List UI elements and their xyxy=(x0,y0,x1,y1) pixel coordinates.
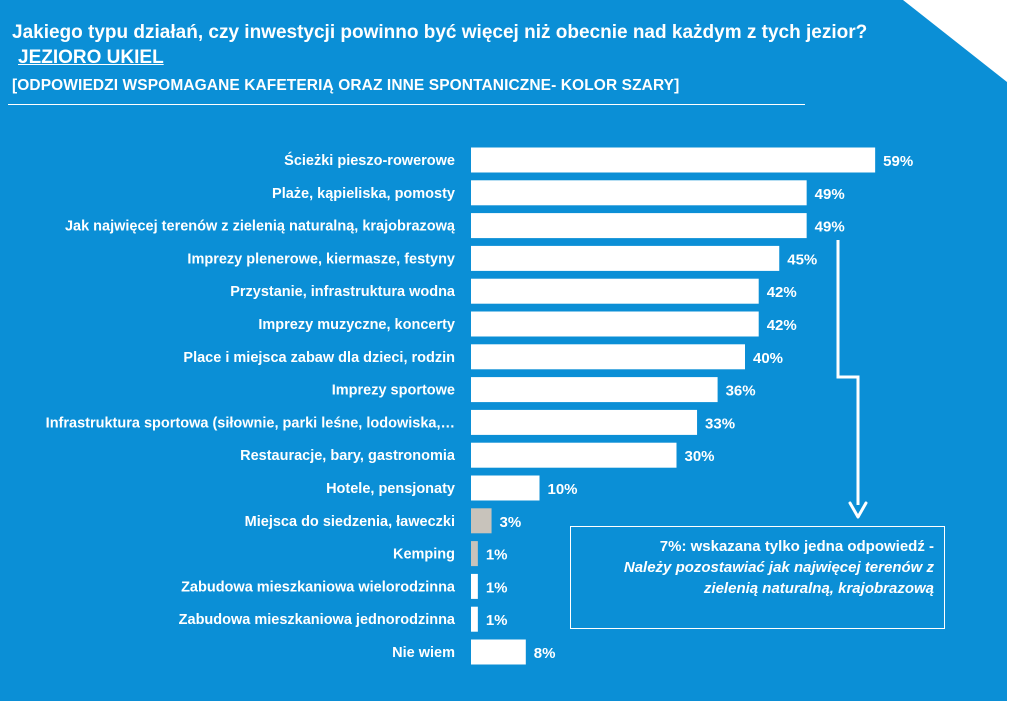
category-label: Plaże, kąpieliska, pomosty xyxy=(272,186,455,202)
category-label: Imprezy muzyczne, koncerty xyxy=(258,317,455,333)
chart-title: Jakiego typu działań, czy inwestycji pow… xyxy=(12,20,882,70)
bar xyxy=(471,508,492,534)
data-label: 45% xyxy=(787,251,817,268)
bar xyxy=(471,573,478,599)
bar xyxy=(471,606,478,632)
data-label: 1% xyxy=(486,612,508,629)
data-label: 49% xyxy=(815,219,845,236)
bar xyxy=(471,278,759,304)
category-label: Nie wiem xyxy=(392,645,455,661)
connector-arrow-head xyxy=(848,501,868,519)
data-label: 49% xyxy=(815,186,845,203)
annotation-line-2: Należy pozostawiać jak najwięcej terenów… xyxy=(623,559,934,597)
data-label: 59% xyxy=(883,153,913,170)
data-label: 42% xyxy=(767,317,797,334)
bar xyxy=(471,442,677,468)
data-label: 36% xyxy=(726,383,756,400)
bar xyxy=(471,409,698,435)
category-label: Zabudowa mieszkaniowa wielorodzinna xyxy=(181,579,456,595)
bar xyxy=(471,311,759,337)
bar xyxy=(471,639,526,665)
data-label: 33% xyxy=(705,415,735,432)
category-label: Przystanie, infrastruktura wodna xyxy=(230,284,456,300)
data-label: 1% xyxy=(486,579,508,596)
bar xyxy=(471,377,718,403)
lake-name: JEZIORO UKIEL xyxy=(18,47,164,68)
category-label: Imprezy sportowe xyxy=(332,383,455,399)
bar xyxy=(471,213,807,239)
bar xyxy=(471,344,745,370)
question-text: Jakiego typu działań, czy inwestycji pow… xyxy=(12,22,868,43)
data-label: 40% xyxy=(753,350,783,367)
category-label: Place i miejsca zabaw dla dzieci, rodzin xyxy=(183,350,455,366)
data-label: 8% xyxy=(534,645,556,662)
category-label: Kemping xyxy=(393,547,455,563)
corner-cutout xyxy=(903,0,1007,82)
bar xyxy=(471,147,876,173)
data-label: 3% xyxy=(500,514,522,531)
data-label: 42% xyxy=(767,284,797,301)
annotation-line-1: 7%: wskazana tylko jedna odpowiedź - xyxy=(659,538,934,555)
data-label: 10% xyxy=(548,481,578,498)
category-label: Ścieżki pieszo-rowerowe xyxy=(284,151,455,169)
category-label: Imprezy plenerowe, kiermasze, festyny xyxy=(187,251,455,267)
bar xyxy=(471,245,780,271)
data-label: 1% xyxy=(486,547,508,564)
bar xyxy=(471,180,807,206)
data-label: 30% xyxy=(685,448,715,465)
category-label: Hotele, pensjonaty xyxy=(326,481,455,497)
chart-subtitle: [ODPOWIEDZI WSPOMAGANE KAFETERIĄ ORAZ IN… xyxy=(12,77,680,94)
bar xyxy=(471,475,540,501)
category-label: Miejsca do siedzenia, ławeczki xyxy=(245,514,455,530)
bar xyxy=(471,541,478,567)
title-divider xyxy=(8,104,805,105)
connector-arrow-line xyxy=(836,240,860,505)
category-label: Restauracje, bary, gastronomia xyxy=(240,448,456,464)
category-label: Infrastruktura sportowa (siłownie, parki… xyxy=(46,415,455,431)
annotation-box: 7%: wskazana tylko jedna odpowiedź - Nal… xyxy=(570,526,945,629)
category-label: Zabudowa mieszkaniowa jednorodzinna xyxy=(179,612,456,628)
category-label: Jak najwięcej terenów z zielenią natural… xyxy=(65,219,456,235)
